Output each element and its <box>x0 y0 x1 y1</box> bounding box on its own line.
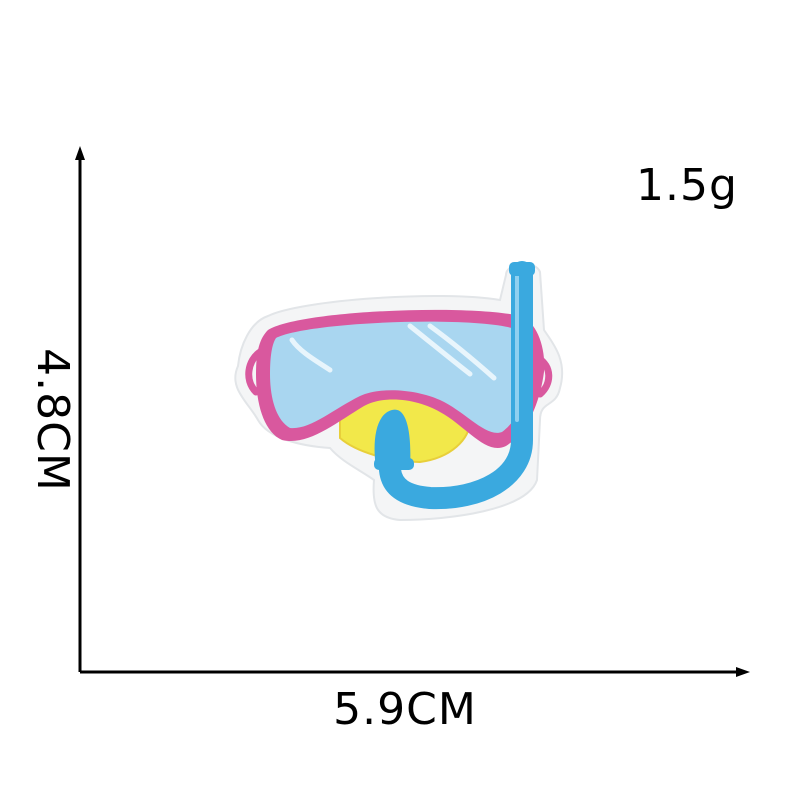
snorkel-mouthpiece <box>374 409 411 468</box>
snorkel-top-cap <box>509 262 535 276</box>
snorkel-tube <box>379 261 533 510</box>
snorkel-mouthpiece-rim <box>374 458 414 470</box>
lens-shine-2 <box>407 323 473 377</box>
lens-shine-1 <box>289 337 333 373</box>
weight-label: 1.5g <box>636 160 738 211</box>
width-axis-arrowhead <box>736 667 750 677</box>
height-axis-arrowhead <box>75 146 85 160</box>
lens-shine-3 <box>427 323 497 381</box>
width-dimension-label: 5.9CM <box>333 684 477 735</box>
mask-lens <box>270 321 533 433</box>
